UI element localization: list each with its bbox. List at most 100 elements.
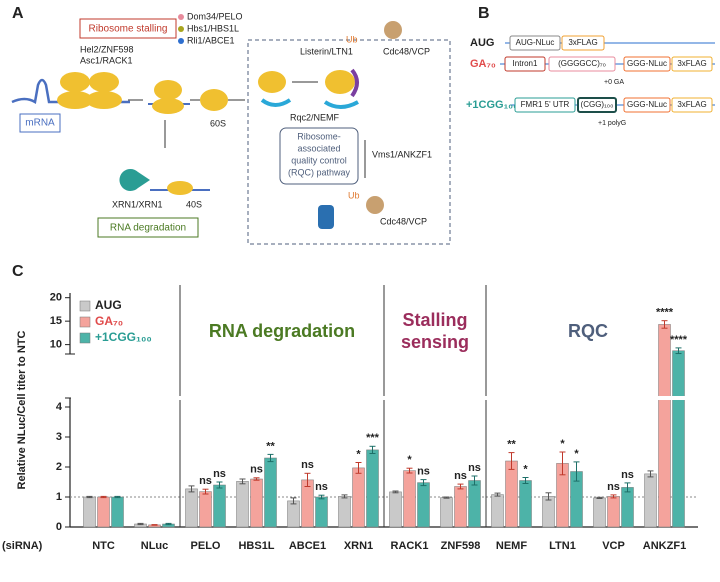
x-tick-label: NEMF [496,540,527,552]
part-label: FMR1 5' UTR [521,100,570,109]
subunit-label: 60S [210,118,226,128]
significance-label: ns [301,459,314,471]
mrna-label: mRNA [25,118,55,129]
degradation-label: RNA degradation [110,223,186,234]
group-label: RQC [568,321,608,341]
ribosome [57,91,93,109]
bar [491,494,504,528]
bar [672,350,685,528]
bar [505,460,518,528]
bar [542,496,555,528]
y-axis-label: Relative NLuc/Cell titer to NTC [16,330,28,489]
ribosome [60,72,90,92]
significance-label: ns [250,464,263,476]
panel-a: A Ribosome stalling Hel2/ZNF598 Asc1/RAC… [11,5,451,245]
significance-label: **** [656,307,674,319]
construct-name: AUG [470,37,494,49]
part-label: (CGG)₁₀₀ [581,100,614,109]
nemf [260,98,292,107]
legend-swatch [79,332,91,344]
x-tick-label: NTC [92,540,115,552]
ub-label: Ub [346,34,358,44]
part-label: (GGGGCC)₇₀ [558,59,606,68]
factor-label: Listerin/LTN1 [300,46,353,56]
x-tick-label: RACK1 [391,540,429,552]
bar [519,480,532,528]
box [671,97,713,113]
significance-label: ns [417,466,430,478]
bar [287,500,300,528]
legend-label: GA₇₀ [95,314,123,328]
panel-label: B [478,5,490,22]
significance-label: ns [199,475,212,487]
y-tick-label: 15 [50,315,62,327]
part-label: 3xFLAG [568,38,597,47]
legend-label: +1CGG₁₀₀ [95,330,152,344]
legend-dot [178,14,184,20]
significance-label: * [356,448,361,460]
x-tick-label: XRN1 [344,540,373,552]
dashed-box [247,39,451,245]
significance-label: ns [315,481,328,493]
box [623,56,671,72]
ribosome [325,70,355,94]
rqc-label: Ribosome- [297,131,341,141]
significance-label: * [407,454,412,466]
ribosome [200,89,228,111]
ribosome [89,72,119,92]
panel-b: B AUG AUG-NLuc 3xFLAG GA₇₀ Intron1 (GGGG… [466,5,715,127]
significance-label: ** [507,439,516,451]
significance-label: ns [454,470,467,482]
y-tick-label: 20 [50,292,62,304]
legend-swatch [79,316,91,328]
y-tick-label: 2 [56,461,62,473]
part-label: 3xFLAG [677,59,706,68]
group-label: RNA degradation [209,321,355,341]
bar [366,449,379,528]
group-label: sensing [401,332,469,352]
bar [264,457,277,528]
bar [403,470,416,528]
bar [644,473,657,528]
rqc-label: quality control [291,155,347,165]
construct-name: +1CGG₁₀₀ [466,99,518,111]
listerin [350,68,359,98]
legend-swatch [79,300,91,312]
significance-label: ns [607,481,620,493]
bar [338,496,351,528]
box [79,18,177,39]
ribosome [167,181,193,195]
ub-label: Ub [348,190,360,200]
legend-label: Hbs1/HBS1L [187,23,239,33]
ribosome [154,80,182,100]
x-tick-label: ABCE1 [289,540,326,552]
box [548,56,616,72]
significance-label: * [574,448,579,460]
construct-name: GA₇₀ [470,58,496,70]
box [279,127,359,185]
panel-label: C [12,263,24,280]
x-axis-label: (siRNA) [2,540,43,552]
factor-label: Hel2/ZNF598 [80,44,134,54]
box [19,113,61,133]
factor-label: XRN1/XRN1 [112,199,163,209]
x-tick-label: NLuc [141,540,169,552]
rqc-label: associated [297,143,340,153]
axis-break-gap [71,396,691,400]
y-tick-label: 3 [56,431,62,443]
part-label: 3xFLAG [677,100,706,109]
part-label: AUG-NLuc [516,38,555,47]
part-label: Intron1 [513,59,538,68]
factor-label: Rqc2/NEMF [290,112,340,122]
box [671,56,713,72]
x-tick-label: ANKZF1 [643,540,686,552]
cdc48 [384,21,402,39]
ribosome [152,98,184,114]
bar [440,497,453,528]
bar [621,487,634,528]
box [623,97,671,113]
bar [83,496,96,528]
box [509,35,561,51]
legend-label: Rli1/ABCE1 [187,35,235,45]
